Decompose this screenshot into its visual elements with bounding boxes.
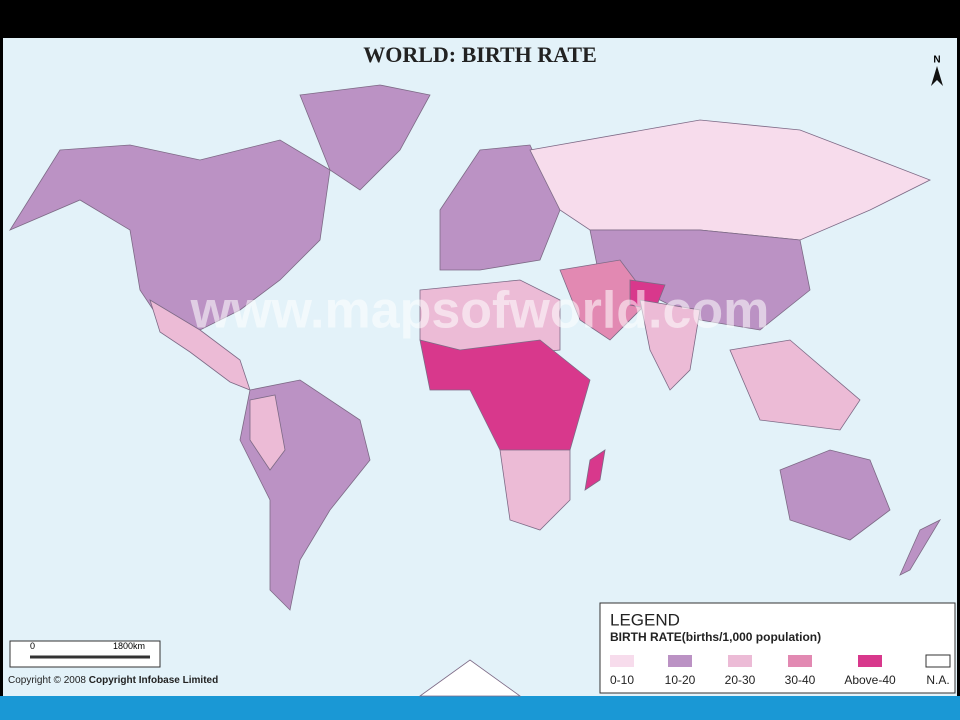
map-title: WORLD: BIRTH RATE <box>363 42 597 67</box>
north-america <box>8 139 331 331</box>
land-masses <box>8 84 942 697</box>
legend-swatch <box>858 655 882 667</box>
antarctica <box>418 659 522 697</box>
scale-start: 0 <box>30 641 35 651</box>
india <box>639 299 701 391</box>
middle-east <box>559 259 651 341</box>
legend-swatch <box>728 655 752 667</box>
copyright: Copyright © 2008 Copyright Infobase Limi… <box>8 675 218 686</box>
southeast-asia <box>729 339 861 431</box>
legend-swatch <box>788 655 812 667</box>
legend-label: 30-40 <box>785 673 816 687</box>
copyright-holder: Copyright Infobase Limited <box>89 675 218 686</box>
new-zealand <box>899 519 942 576</box>
andes <box>249 394 286 471</box>
legend-subtitle: BIRTH RATE(births/1,000 population) <box>610 630 821 644</box>
greenland <box>299 84 431 191</box>
north-arrow <box>931 66 943 86</box>
australia <box>779 449 891 541</box>
watermark: www.mapsofworld.com <box>190 282 770 340</box>
madagascar <box>584 449 606 491</box>
bottom-bar <box>0 696 960 720</box>
copyright-year: Copyright © 2008 <box>8 675 86 686</box>
europe <box>439 144 561 271</box>
north-label: N <box>933 55 940 66</box>
legend-swatch <box>610 655 634 667</box>
legend: LEGEND BIRTH RATE(births/1,000 populatio… <box>599 602 956 694</box>
legend-label: Above-40 <box>844 673 896 687</box>
russia <box>529 119 931 241</box>
legend-label: 10-20 <box>665 673 696 687</box>
legend-box <box>599 602 956 694</box>
legend-swatch <box>925 654 951 668</box>
legend-label: 20-30 <box>725 673 756 687</box>
central-america <box>149 299 251 391</box>
legend-swatch <box>668 655 692 667</box>
legend-label: 0-10 <box>610 673 634 687</box>
legend-heading: LEGEND <box>610 610 680 629</box>
legend-label: N.A. <box>926 673 949 687</box>
scale-bar: 0 1800km <box>9 640 161 668</box>
scale-end: 1800km <box>113 641 145 651</box>
southern-africa <box>499 449 571 531</box>
scale-box <box>9 640 161 668</box>
